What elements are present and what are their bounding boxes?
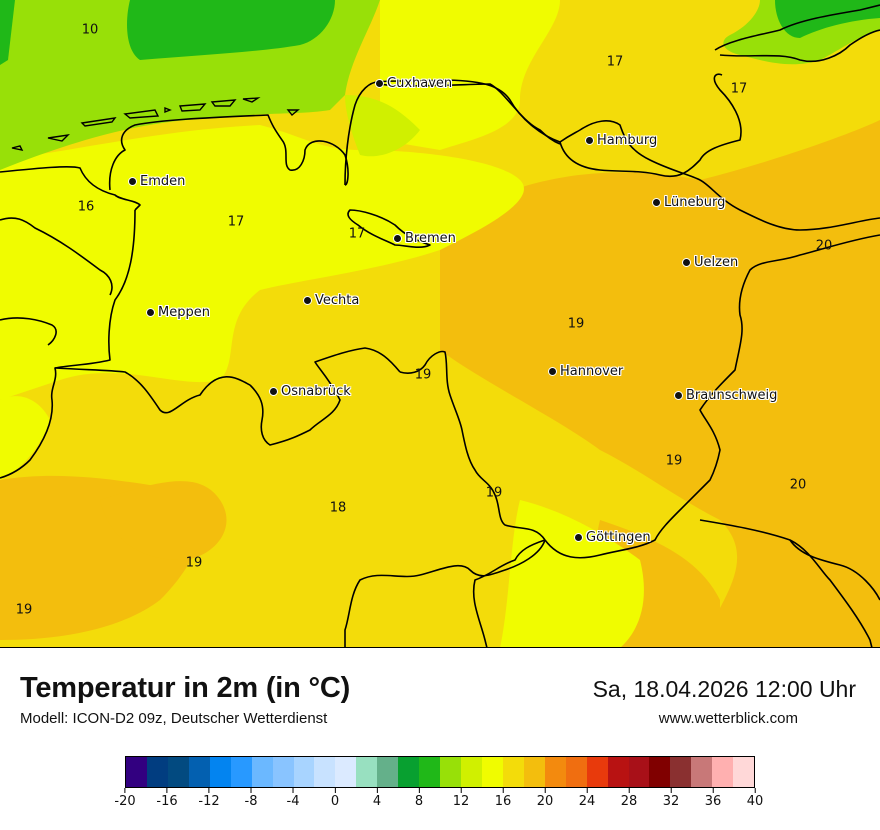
colorbar-tick: -8 bbox=[245, 788, 257, 809]
colorbar-tick: 32 bbox=[663, 788, 679, 809]
colorbar-segment bbox=[251, 757, 273, 787]
colorbar-segment bbox=[712, 757, 734, 787]
city-dot-icon bbox=[652, 198, 661, 207]
colorbar-segment bbox=[565, 757, 587, 787]
temperature-colorbar bbox=[125, 756, 755, 788]
colorbar-tick: 36 bbox=[705, 788, 721, 809]
city-goettingen: Göttingen bbox=[574, 530, 651, 545]
colorbar-tick: 28 bbox=[621, 788, 637, 809]
colorbar-segment bbox=[670, 757, 692, 787]
colorbar-segment bbox=[314, 757, 336, 787]
colorbar-segment bbox=[440, 757, 461, 787]
colorbar-tick: 20 bbox=[537, 788, 553, 809]
temperature-value: 10 bbox=[81, 22, 99, 38]
colorbar-segment bbox=[481, 757, 503, 787]
city-dot-icon bbox=[548, 367, 557, 376]
city-dot-icon bbox=[303, 296, 312, 305]
city-emden: Emden bbox=[128, 174, 185, 189]
temperature-value: 19 bbox=[485, 485, 503, 501]
colorbar-segment bbox=[146, 757, 168, 787]
model-source: Modell: ICON-D2 09z, Deutscher Wetterdie… bbox=[20, 710, 328, 727]
city-dot-icon bbox=[574, 533, 583, 542]
temperature-value: 19 bbox=[185, 555, 203, 571]
colorbar-segment bbox=[502, 757, 524, 787]
colorbar-segment bbox=[649, 757, 671, 787]
temperature-value: 16 bbox=[77, 199, 95, 215]
colorbar-tick: 16 bbox=[495, 788, 511, 809]
colorbar-tick: 0 bbox=[331, 788, 339, 809]
colorbar-segment bbox=[167, 757, 189, 787]
temperature-value: 19 bbox=[665, 453, 683, 469]
website-link[interactable]: www.wetterblick.com bbox=[658, 710, 798, 727]
temperature-value: 20 bbox=[815, 238, 833, 254]
city-dot-icon bbox=[128, 177, 137, 186]
city-osnabrueck: Osnabrück bbox=[269, 384, 351, 399]
city-bremen: Bremen bbox=[393, 231, 456, 246]
colorbar-tick: -16 bbox=[156, 788, 178, 809]
colorbar-segment bbox=[544, 757, 566, 787]
map-field bbox=[0, 0, 880, 647]
city-dot-icon bbox=[269, 387, 278, 396]
city-dot-icon bbox=[375, 79, 384, 88]
colorbar-tick: 8 bbox=[415, 788, 423, 809]
colorbar-tick: 40 bbox=[747, 788, 763, 809]
city-hamburg: Hamburg bbox=[585, 133, 657, 148]
colorbar-tick: -20 bbox=[114, 788, 136, 809]
colorbar-segment bbox=[335, 757, 357, 787]
city-dot-icon bbox=[585, 136, 594, 145]
colorbar-segment bbox=[188, 757, 210, 787]
colorbar-segment bbox=[398, 757, 420, 787]
colorbar-segment bbox=[377, 757, 399, 787]
temperature-map: 10 17 17 16 17 17 20 19 19 19 20 19 18 1… bbox=[0, 0, 880, 648]
colorbar-ticks: -20 -16 -12 -8 -4 0 4 8 12 16 20 24 28 32 36 40 bbox=[114, 788, 763, 818]
colorbar-tick: -12 bbox=[198, 788, 220, 809]
temperature-value: 17 bbox=[730, 81, 748, 97]
colorbar-tick: 24 bbox=[579, 788, 595, 809]
colorbar-segment bbox=[230, 757, 252, 787]
city-dot-icon bbox=[674, 391, 683, 400]
colorbar-segment bbox=[607, 757, 629, 787]
colorbar-tick: 4 bbox=[373, 788, 381, 809]
colorbar-segment bbox=[628, 757, 650, 787]
colorbar-segment bbox=[209, 757, 231, 787]
city-hannover: Hannover bbox=[548, 364, 623, 379]
temperature-value: 19 bbox=[414, 367, 432, 383]
city-uelzen: Uelzen bbox=[682, 255, 738, 270]
map-title: Temperatur in 2m (in °C) bbox=[20, 672, 351, 704]
temperature-value: 18 bbox=[329, 500, 347, 516]
temperature-value: 17 bbox=[227, 214, 245, 230]
city-cuxhaven: Cuxhaven bbox=[375, 76, 452, 91]
city-dot-icon bbox=[146, 308, 155, 317]
temperature-value: 17 bbox=[348, 226, 366, 242]
colorbar-tick: -4 bbox=[287, 788, 299, 809]
colorbar-segment bbox=[356, 757, 378, 787]
city-vechta: Vechta bbox=[303, 293, 359, 308]
colorbar-segment bbox=[419, 757, 441, 787]
colorbar-segment bbox=[733, 757, 755, 787]
forecast-datetime: Sa, 18.04.2026 12:00 Uhr bbox=[592, 676, 856, 702]
temperature-value: 17 bbox=[606, 54, 624, 70]
map-footer: Temperatur in 2m (in °C) Modell: ICON-D2… bbox=[0, 648, 880, 830]
colorbar-segment bbox=[293, 757, 315, 787]
temperature-value: 20 bbox=[789, 477, 807, 493]
city-braunschweig: Braunschweig bbox=[674, 388, 777, 403]
temperature-value: 19 bbox=[15, 602, 33, 618]
colorbar-segment bbox=[586, 757, 608, 787]
colorbar-tick: 12 bbox=[453, 788, 469, 809]
city-dot-icon bbox=[682, 258, 691, 267]
colorbar-segment bbox=[691, 757, 713, 787]
colorbar-segment bbox=[272, 757, 294, 787]
colorbar-segment bbox=[126, 757, 147, 787]
colorbar-segment bbox=[461, 757, 482, 787]
city-dot-icon bbox=[393, 234, 402, 243]
city-lueneburg: Lüneburg bbox=[652, 195, 725, 210]
city-meppen: Meppen bbox=[146, 305, 210, 320]
temperature-value: 19 bbox=[567, 316, 585, 332]
colorbar-segment bbox=[523, 757, 545, 787]
